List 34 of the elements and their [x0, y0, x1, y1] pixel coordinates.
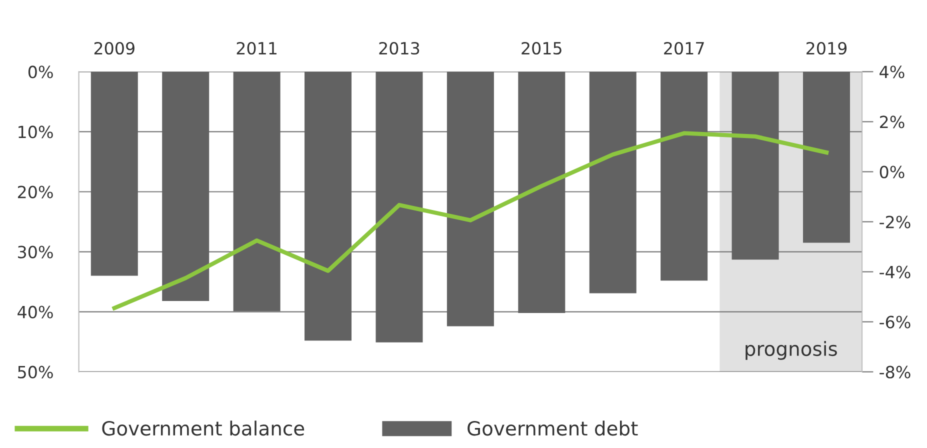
legend-label: Government balance	[102, 420, 304, 436]
x-tick-label: 2019	[806, 42, 847, 55]
y-tick-label: 10%	[18, 126, 53, 138]
bar	[162, 72, 210, 301]
y-tick-label: 0%	[28, 66, 53, 78]
y2-tick-label: -8%	[880, 366, 910, 378]
bar	[304, 72, 352, 341]
bar	[90, 72, 138, 276]
y-tick-label: 20%	[18, 186, 53, 198]
bar	[233, 72, 280, 312]
bar	[518, 72, 566, 314]
bar	[660, 72, 708, 281]
y2-tick-label: -2%	[880, 216, 910, 228]
y2-tick-label: -4%	[880, 266, 910, 278]
bar	[376, 72, 423, 342]
x-tick-label: 2009	[94, 42, 134, 55]
bar	[803, 72, 850, 243]
line-series	[112, 131, 829, 310]
x-tick-label: 2011	[236, 42, 276, 55]
y-tick-label: 50%	[18, 366, 53, 378]
y-tick-label: 30%	[18, 246, 53, 258]
x-tick-label: 2013	[379, 42, 420, 55]
x-tick-label: 2015	[522, 42, 562, 55]
band-label: prognosis	[746, 341, 837, 360]
y2-tick-label: 4%	[880, 66, 904, 78]
x-tick-label: 2017	[664, 42, 704, 55]
y2-tick-label: 2%	[880, 116, 904, 128]
legend-label: Government debt	[468, 420, 638, 436]
bar	[446, 72, 494, 326]
bar	[589, 72, 636, 294]
y2-tick-label: 0%	[880, 166, 904, 178]
y2-tick-label: -6%	[880, 316, 910, 328]
bar	[732, 72, 779, 260]
y-tick-label: 40%	[18, 306, 53, 318]
